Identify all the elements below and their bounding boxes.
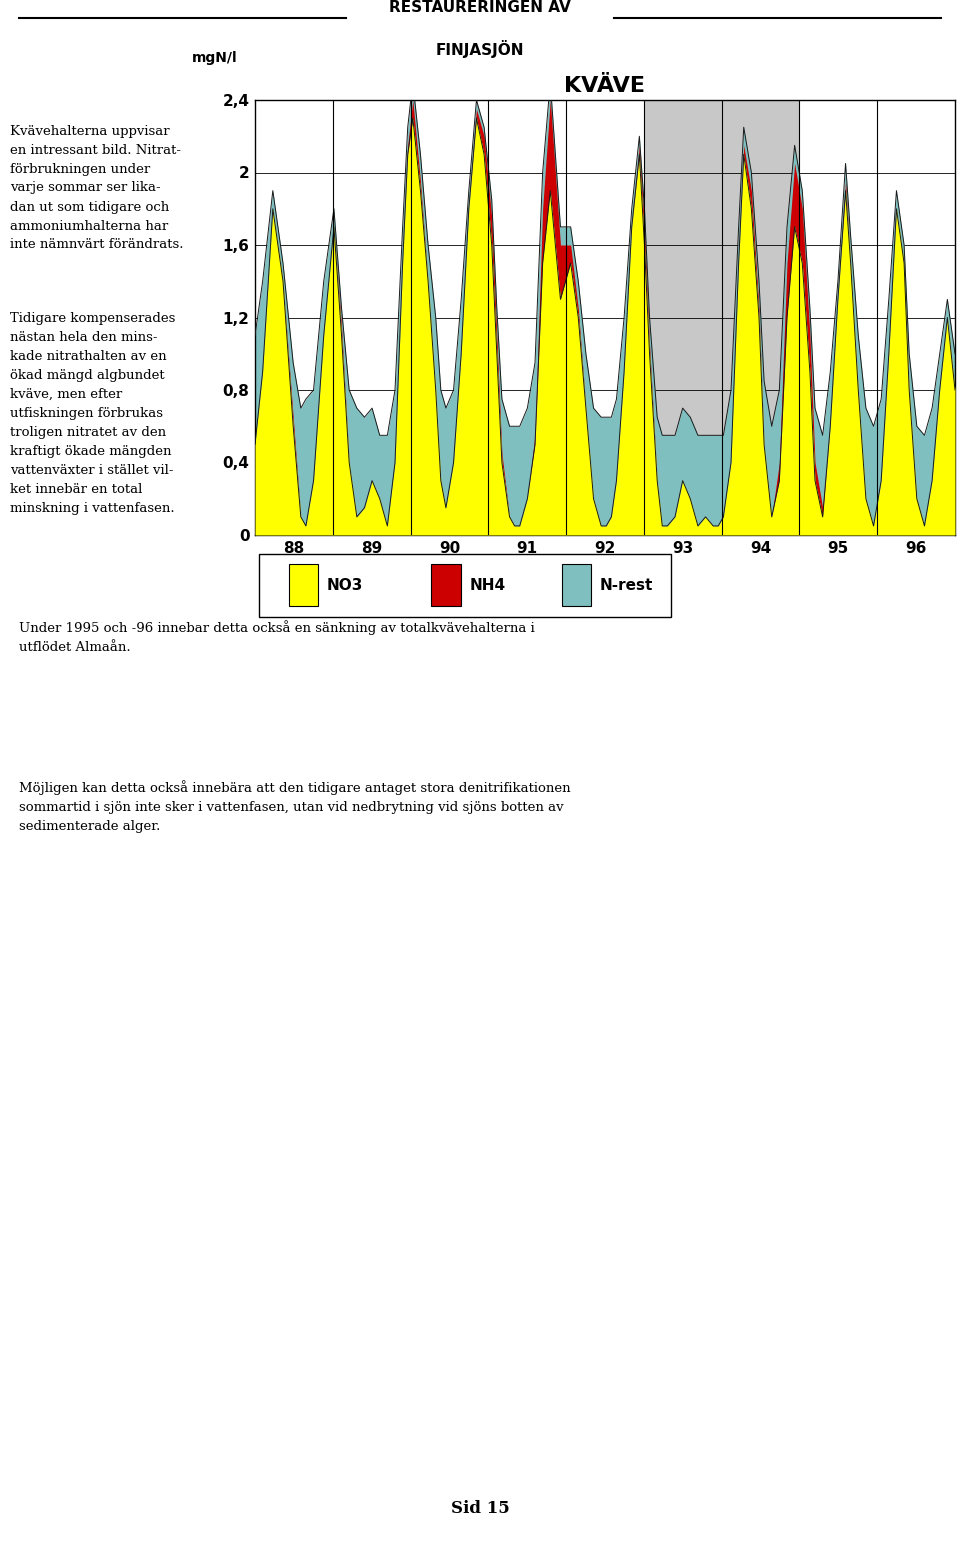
Bar xyxy=(562,564,591,606)
Bar xyxy=(644,100,800,535)
Text: Kvävehalterna uppvisar
en intressant bild. Nitrat-
förbrukningen under
varje som: Kvävehalterna uppvisar en intressant bil… xyxy=(10,124,183,252)
Text: RESTAURERINGEN AV: RESTAURERINGEN AV xyxy=(389,0,571,16)
Bar xyxy=(431,564,461,606)
Text: N-rest: N-rest xyxy=(599,577,653,592)
Text: Under 1995 och -96 innebar detta också en sänkning av totalkvävehalterna i
utflö: Under 1995 och -96 innebar detta också e… xyxy=(19,620,535,653)
Text: NH4: NH4 xyxy=(469,577,505,592)
Text: mgN/l: mgN/l xyxy=(192,51,238,65)
Bar xyxy=(289,564,318,606)
Text: FINJASJÖN: FINJASJÖN xyxy=(436,40,524,58)
Text: Tidigare kompenserades
nästan hela den mins-
kade nitrathalten av en
ökad mängd : Tidigare kompenserades nästan hela den m… xyxy=(10,311,176,515)
Text: NO3: NO3 xyxy=(326,577,363,592)
FancyBboxPatch shape xyxy=(259,554,671,616)
Title: KVÄVE: KVÄVE xyxy=(564,76,645,96)
Text: Möjligen kan detta också innebära att den tidigare antaget stora denitrifikation: Möjligen kan detta också innebära att de… xyxy=(19,781,571,833)
Text: Sid 15: Sid 15 xyxy=(450,1501,510,1516)
